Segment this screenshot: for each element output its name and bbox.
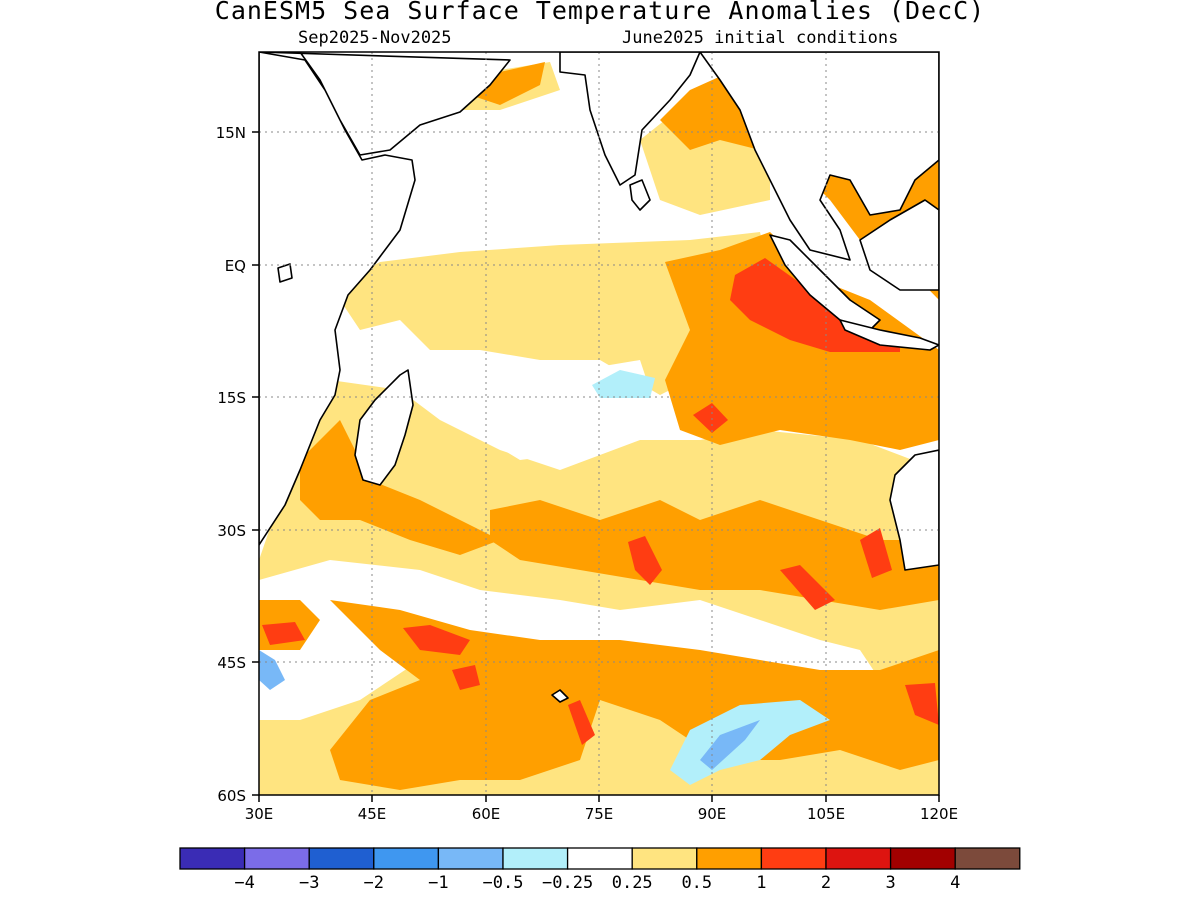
anomaly-strong-spot4	[860, 528, 892, 578]
anomaly-strong-spot2	[628, 536, 662, 585]
lon-label-90e: 90E	[698, 805, 727, 823]
graticule	[259, 52, 939, 795]
anomaly-strong-spot1	[693, 403, 728, 433]
colorbar-label-9: 2	[821, 873, 831, 893]
lon-label-45e: 45E	[358, 805, 387, 823]
lon-label-120e: 120E	[920, 805, 958, 823]
colorbar-label-4: −0.5	[483, 873, 524, 893]
lat-label-15s: 15S	[217, 389, 246, 407]
anomaly-warm-madagascar	[300, 420, 500, 555]
colorbar-label-1: −3	[299, 873, 319, 893]
initial-conditions-label: June2025 initial conditions	[622, 28, 899, 48]
period-label: Sep2025-Nov2025	[298, 28, 452, 48]
lon-labels: 30E 45E 60E 75E 90E 105E 120E	[245, 805, 958, 823]
lon-label-105e: 105E	[807, 805, 845, 823]
land-sri-ceylon-dot	[277, 263, 293, 283]
lat-label-15n: 15N	[216, 124, 246, 142]
tick-marks	[252, 131, 940, 802]
colorbar-swatch-9	[760, 847, 827, 870]
colorbar-swatch-10	[825, 847, 892, 870]
colorbar-label-10: 3	[885, 873, 895, 893]
lat-label-60s: 60S	[217, 787, 246, 805]
land-sri-lanka	[629, 179, 651, 211]
anomaly-warm-arabian	[470, 62, 545, 105]
colorbar-label-6: 0.25	[612, 873, 653, 893]
lat-label-45s: 45S	[217, 654, 246, 672]
anomaly-warm-southern	[330, 600, 939, 790]
anomaly-cool-central	[592, 370, 655, 398]
coastlines	[259, 52, 939, 703]
land-australia	[889, 449, 939, 571]
lat-labels: 15N EQ 15S 30S 45S 60S	[216, 124, 246, 805]
colorbar-swatch-3	[373, 847, 440, 870]
colorbar-label-2: −2	[364, 873, 384, 893]
colorbar-label-8: 1	[756, 873, 766, 893]
colorbar-swatch-12	[954, 847, 1021, 870]
colorbar-swatch-2	[308, 847, 375, 870]
land-madagascar	[354, 369, 414, 486]
anomaly-strong-spot6	[262, 622, 305, 645]
anomaly-cool-south2	[700, 720, 760, 770]
colorbar-swatch-4	[437, 847, 504, 870]
anomaly-weak-warm-eq-band	[340, 232, 775, 395]
land-sumatra	[769, 234, 881, 331]
land-se-asia	[699, 52, 939, 261]
anomaly-strong-spot5	[403, 625, 470, 655]
colorbar-label-7: 0.5	[681, 873, 712, 893]
colorbar-swatch-5	[502, 847, 569, 870]
colorbar-swatch-11	[889, 847, 956, 870]
map-title: CanESM5 Sea Surface Temperature Anomalie…	[214, 0, 986, 25]
colorbar-label-3: −1	[428, 873, 448, 893]
lon-label-60e: 60E	[472, 805, 501, 823]
colorbar-swatch-8	[696, 847, 763, 870]
colorbar-label-0: −4	[234, 873, 254, 893]
lon-label-30e: 30E	[245, 805, 274, 823]
land-india	[559, 52, 701, 186]
anomaly-strong-spot9	[568, 700, 595, 745]
land-africa-arabia	[259, 52, 511, 546]
colorbar-label-11: 4	[950, 873, 960, 893]
anomaly-cool-sw	[259, 650, 285, 690]
colorbar-swatch-6	[566, 847, 633, 870]
lat-label-eq: EQ	[225, 257, 246, 275]
lat-label-30s: 30S	[217, 522, 246, 540]
colorbar: −4 −3 −2 −1 −0.5 −0.25 0.25 0.5 1 2 3 4	[179, 847, 1021, 893]
colorbar-swatch-0	[179, 847, 246, 870]
colorbar-swatch-1	[243, 847, 310, 870]
anomaly-strong-spot8	[452, 665, 480, 690]
colorbar-swatch-7	[631, 847, 698, 870]
land-borneo	[859, 199, 939, 291]
anomaly-warm-midsouth	[490, 500, 939, 610]
land-kerguelen	[551, 689, 569, 703]
land-java	[839, 319, 939, 351]
anomaly-strong-spot7	[905, 683, 939, 725]
colorbar-label-5: −0.25	[542, 873, 593, 893]
lon-label-75e: 75E	[585, 805, 614, 823]
anomaly-strong-spot3	[780, 565, 835, 610]
